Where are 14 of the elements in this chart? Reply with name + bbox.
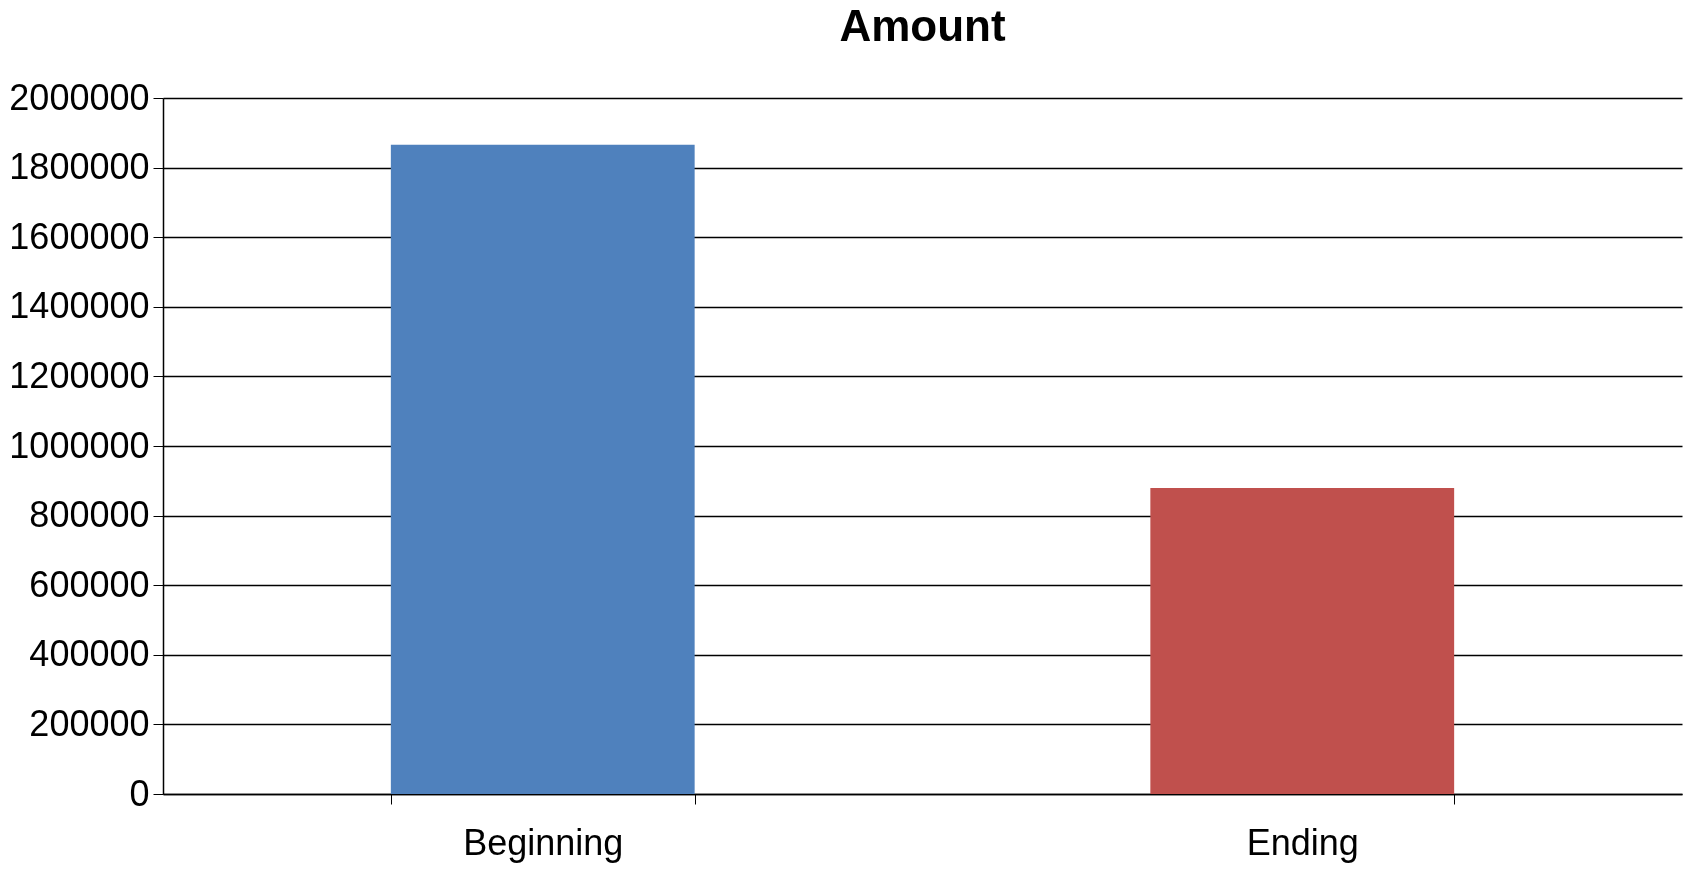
y-tick-label: 1400000	[9, 285, 150, 327]
chart-title: Amount	[839, 1, 1006, 50]
y-tick-label: 200000	[29, 702, 150, 744]
y-tick-label: 400000	[29, 633, 150, 675]
x-tick-label: Ending	[1246, 821, 1359, 863]
y-tick-label: 2000000	[9, 76, 150, 118]
y-tick-label: 1000000	[9, 424, 150, 466]
y-tick-label: 1200000	[9, 354, 150, 396]
y-tick-label: 800000	[29, 494, 150, 536]
y-tick-label: 600000	[29, 563, 150, 605]
x-tick-label: Beginning	[463, 821, 624, 863]
y-tick-label: 1800000	[9, 146, 150, 188]
y-tick-label: 0	[129, 772, 150, 814]
y-tick-label: 1600000	[9, 215, 150, 257]
